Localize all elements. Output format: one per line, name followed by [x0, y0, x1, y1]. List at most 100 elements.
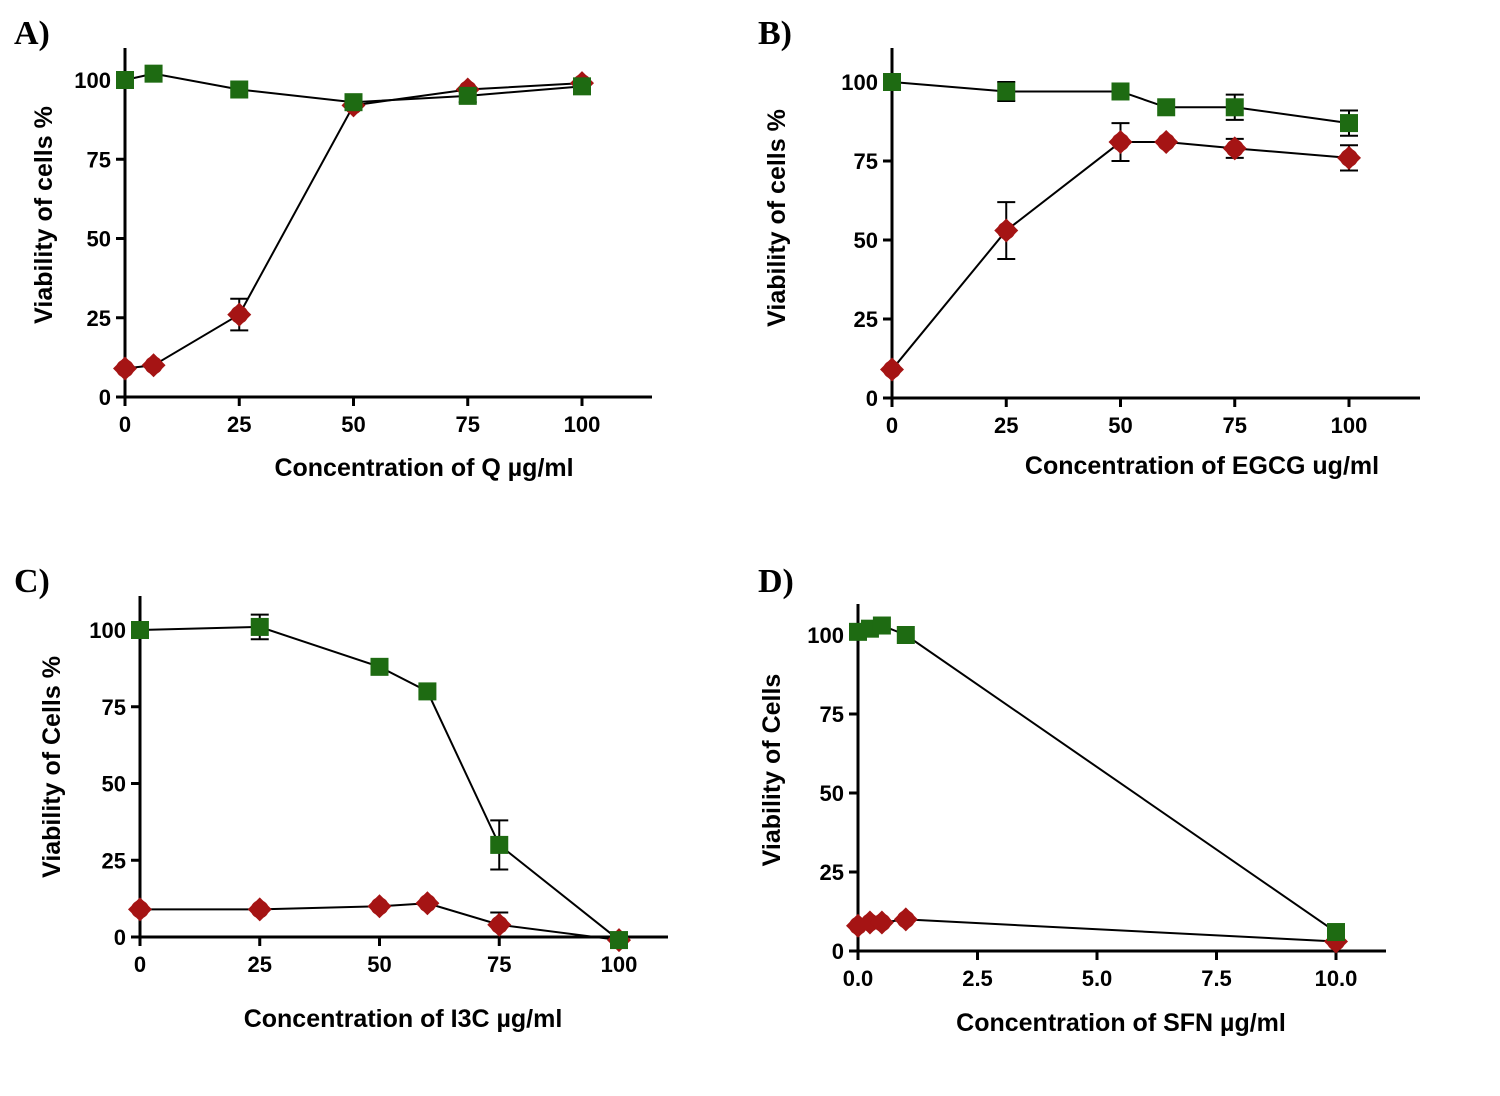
data-point-square	[573, 77, 591, 96]
data-point-square	[490, 835, 509, 854]
data-point-square	[997, 82, 1016, 101]
data-point-circle	[250, 900, 269, 919]
x-tick-label: 75	[456, 412, 480, 437]
y-tick-label: 0	[99, 385, 111, 410]
series-line	[891, 81, 1350, 125]
chart-panel-c: C) 0 25 50 75 100 0 25 50 75 100 Concentration of I…	[14, 563, 668, 1033]
x-tick-label: 75	[487, 952, 511, 977]
data-point-circle	[883, 360, 901, 379]
data-point-square	[896, 626, 915, 644]
series-green-squares	[116, 64, 591, 112]
data-point-square	[230, 80, 249, 99]
series-line	[857, 918, 1337, 943]
panel-letter: C)	[14, 563, 50, 600]
data-point-square	[344, 93, 363, 112]
chart-panel-d: D) 0 25 50 75 100 0.0 2.5 5.0 7.5 10.0 Concentratio…	[758, 563, 1386, 1037]
data-point-circle	[1340, 148, 1358, 167]
x-tick-label: 100	[1331, 413, 1368, 438]
y-tick-label: 0	[866, 386, 878, 411]
y-tick-label: 50	[102, 772, 126, 797]
data-point-circle	[490, 915, 509, 934]
y-tick-label: 75	[854, 149, 878, 174]
series-line	[857, 624, 1337, 933]
series-red-circles	[880, 122, 1361, 382]
panel-letter: B)	[758, 15, 792, 52]
x-tick-label: 0	[134, 952, 146, 977]
data-point-square	[1327, 923, 1345, 942]
data-point-circle	[997, 221, 1016, 240]
series-red-circles	[846, 907, 1348, 954]
y-axis-title: Viability of Cells	[758, 674, 786, 867]
data-point-square	[610, 931, 628, 950]
data-point-circle	[1111, 133, 1130, 152]
series-green-squares	[849, 616, 1345, 942]
data-point-square	[144, 64, 163, 83]
y-tick-label: 0	[832, 939, 844, 964]
series-line	[124, 82, 583, 370]
y-tick-label: 100	[807, 623, 844, 648]
data-point-circle	[230, 305, 249, 324]
y-axis-title: Viability of Cells %	[38, 656, 66, 878]
x-tick-label: 25	[227, 412, 251, 437]
y-tick-label: 0	[114, 925, 126, 950]
x-axis-title: Concentration of EGCG ug/ml	[1025, 452, 1379, 480]
data-point-square	[1111, 82, 1130, 101]
data-point-square	[418, 682, 437, 701]
x-axis-title: Concentration of I3C µg/ml	[244, 1005, 563, 1033]
series-green-squares	[883, 73, 1358, 137]
series-line	[891, 141, 1350, 371]
x-tick-label: 25	[248, 952, 272, 977]
series-line	[140, 902, 620, 942]
data-point-square	[883, 73, 901, 91]
y-tick-label: 100	[841, 70, 878, 95]
data-point-square	[131, 621, 149, 639]
y-tick-label: 50	[87, 227, 111, 252]
y-tick-label: 25	[87, 306, 111, 331]
y-axis-title: Viability of cells %	[763, 109, 791, 327]
data-point-circle	[144, 356, 163, 375]
series-line	[139, 625, 620, 941]
panel-letter: D)	[758, 563, 794, 600]
series-red-circles	[113, 71, 594, 381]
series-green-squares	[131, 613, 628, 950]
x-tick-label: 10.0	[1315, 966, 1358, 991]
y-tick-label: 75	[102, 695, 126, 720]
data-point-circle	[418, 894, 437, 913]
panel-letter: A)	[14, 15, 50, 52]
y-axis-title: Viability of cells %	[30, 106, 58, 324]
x-tick-label: 0	[119, 412, 131, 437]
data-point-circle	[872, 913, 891, 932]
data-point-circle	[1225, 139, 1244, 158]
data-point-square	[250, 617, 269, 636]
data-point-circle	[1157, 133, 1176, 152]
y-tick-label: 75	[87, 147, 111, 172]
data-point-square	[458, 86, 477, 105]
y-tick-label: 25	[820, 860, 844, 885]
x-tick-label: 100	[601, 952, 638, 977]
data-point-square	[1225, 98, 1244, 117]
x-axis-title: Concentration of Q µg/ml	[274, 454, 573, 482]
y-tick-label: 100	[89, 618, 126, 643]
x-tick-label: 5.0	[1082, 966, 1113, 991]
x-axis-title: Concentration of SFN µg/ml	[956, 1009, 1286, 1037]
x-tick-label: 50	[367, 952, 391, 977]
data-point-circle	[896, 910, 915, 929]
y-tick-label: 25	[854, 307, 878, 332]
data-point-square	[1340, 114, 1358, 133]
y-tick-label: 50	[820, 781, 844, 806]
data-point-circle	[131, 900, 149, 919]
y-tick-label: 75	[820, 702, 844, 727]
y-tick-label: 50	[854, 228, 878, 253]
data-point-circle	[116, 359, 134, 378]
chart-panel-a: A) 0 25 50 75 100 0 25 50 75 100 Concentration of Q…	[14, 15, 652, 482]
x-tick-label: 0.0	[843, 966, 874, 991]
y-tick-label: 25	[102, 848, 126, 873]
data-point-square	[872, 616, 891, 635]
x-tick-label: 25	[994, 413, 1018, 438]
data-point-square	[1157, 98, 1176, 117]
x-tick-label: 50	[1108, 413, 1132, 438]
x-tick-label: 75	[1223, 413, 1247, 438]
y-tick-label: 100	[74, 68, 111, 93]
x-tick-label: 50	[341, 412, 365, 437]
